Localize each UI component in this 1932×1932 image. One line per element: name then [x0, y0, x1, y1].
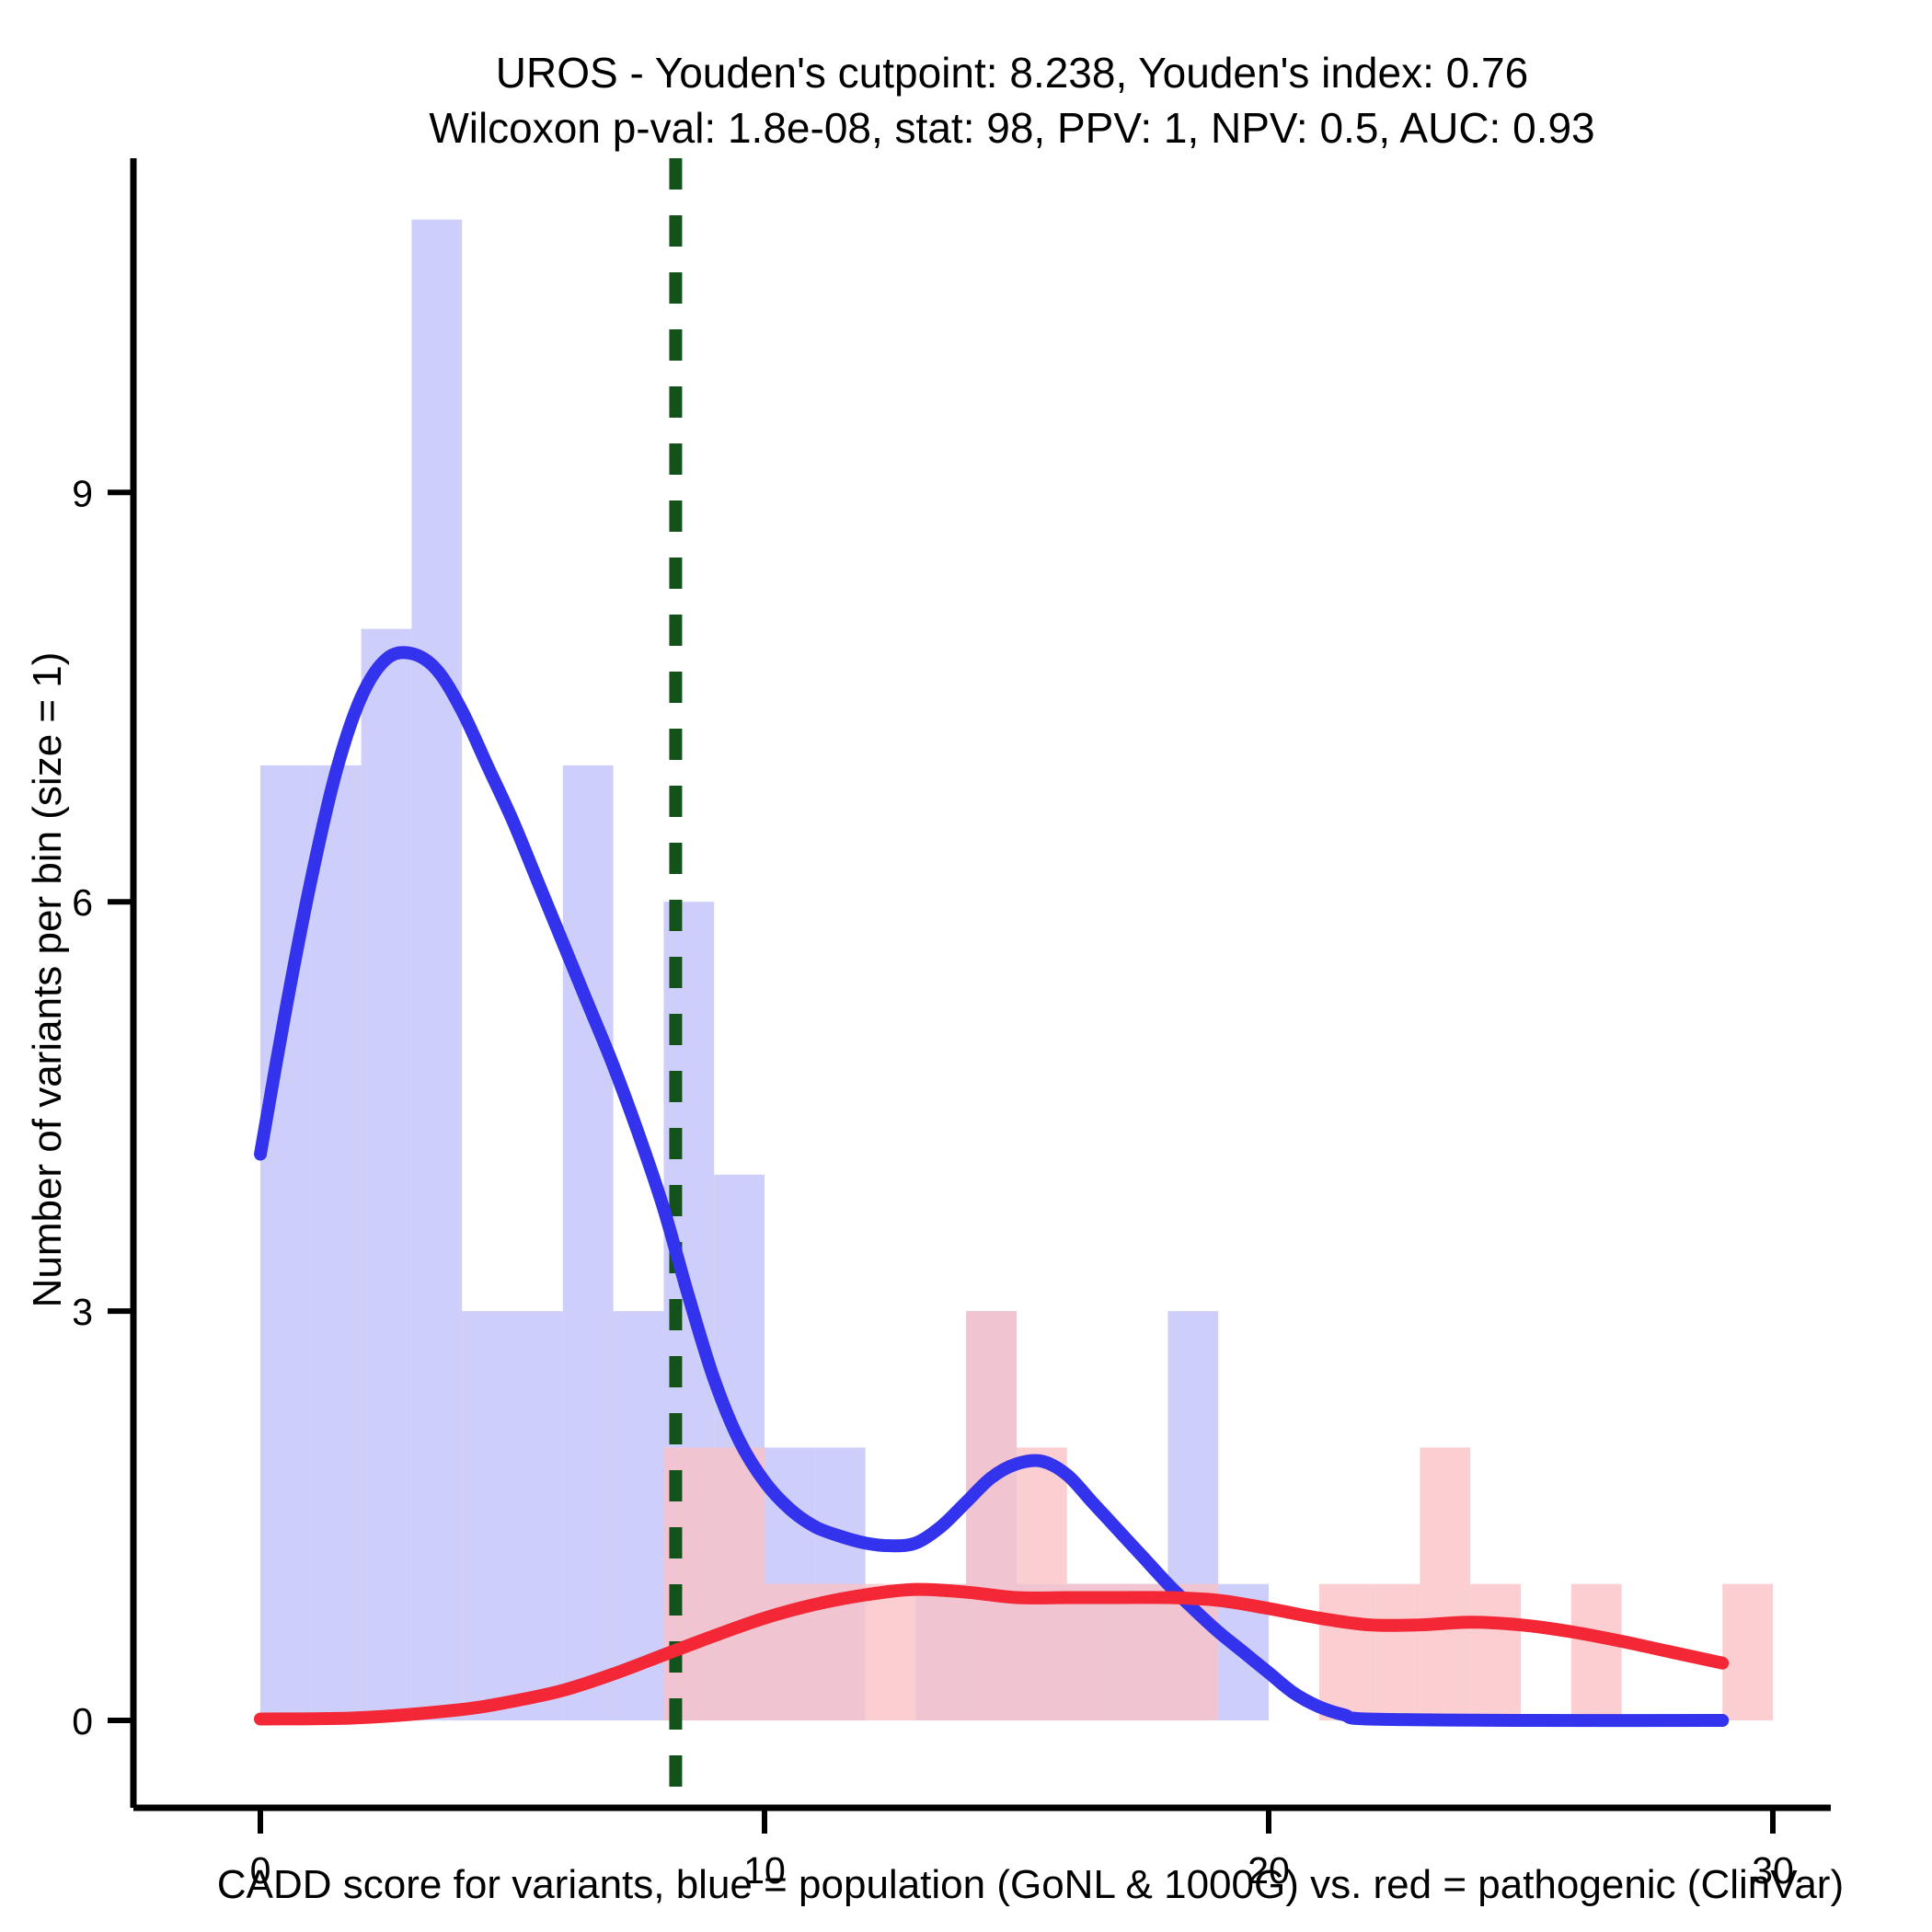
chart-title: UROS - Youden's cutpoint: 8.238, Youden'…: [496, 49, 1528, 97]
x-tick-label: 0: [250, 1849, 271, 1892]
histogram-bar: [411, 219, 463, 1721]
histogram-bar: [714, 1447, 765, 1720]
pathogenic-bars-group: [663, 1311, 1773, 1720]
y-tick-label: 6: [72, 881, 93, 924]
histogram-bar: [361, 628, 412, 1720]
pathogenic-density-curve: [254, 1582, 1730, 1726]
histogram-bar: [915, 1583, 967, 1720]
histogram-bar: [1470, 1583, 1521, 1720]
histogram-bar: [1570, 1583, 1622, 1720]
y-tick-label: 0: [72, 1700, 93, 1742]
histogram-bar: [512, 1311, 563, 1720]
y-axis-label: Number of variants per bin (size = 1): [25, 652, 70, 1308]
histogram-bar: [562, 765, 614, 1720]
y-tick-label: 9: [72, 472, 93, 514]
y-axis-ticks: 0 3 6 9: [72, 472, 133, 1742]
histogram-bar: [865, 1583, 916, 1720]
histogram-bar: [966, 1311, 1017, 1720]
x-axis-ticks: 0 10 20 30: [250, 1808, 1794, 1892]
histogram-bar: [1420, 1447, 1471, 1720]
histogram-bar: [1318, 1583, 1370, 1720]
y-tick-label: 3: [72, 1291, 93, 1333]
x-axis-label: CADD score for variants, blue = populati…: [217, 1862, 1844, 1907]
histogram-bar: [1017, 1447, 1067, 1720]
population-density-curve: [254, 646, 1730, 1728]
histogram-bar: [1117, 1583, 1168, 1720]
title-block: UROS - Youden's cutpoint: 8.238, Youden'…: [429, 49, 1594, 152]
histogram-bar: [1722, 1583, 1773, 1720]
histogram-bar: [462, 1311, 512, 1720]
histogram-bar: [1066, 1583, 1118, 1720]
x-tick-label: 10: [743, 1849, 786, 1892]
x-tick-label: 20: [1248, 1849, 1290, 1892]
histogram-bar: [310, 765, 362, 1720]
chart-subtitle: Wilcoxon p-val: 1.8e-08, stat: 98, PPV: …: [429, 104, 1594, 152]
axes-group: 0 3 6 9 0 10 20 30: [72, 158, 1831, 1892]
histogram-bar: [1369, 1583, 1420, 1720]
x-tick-label: 30: [1752, 1849, 1794, 1892]
